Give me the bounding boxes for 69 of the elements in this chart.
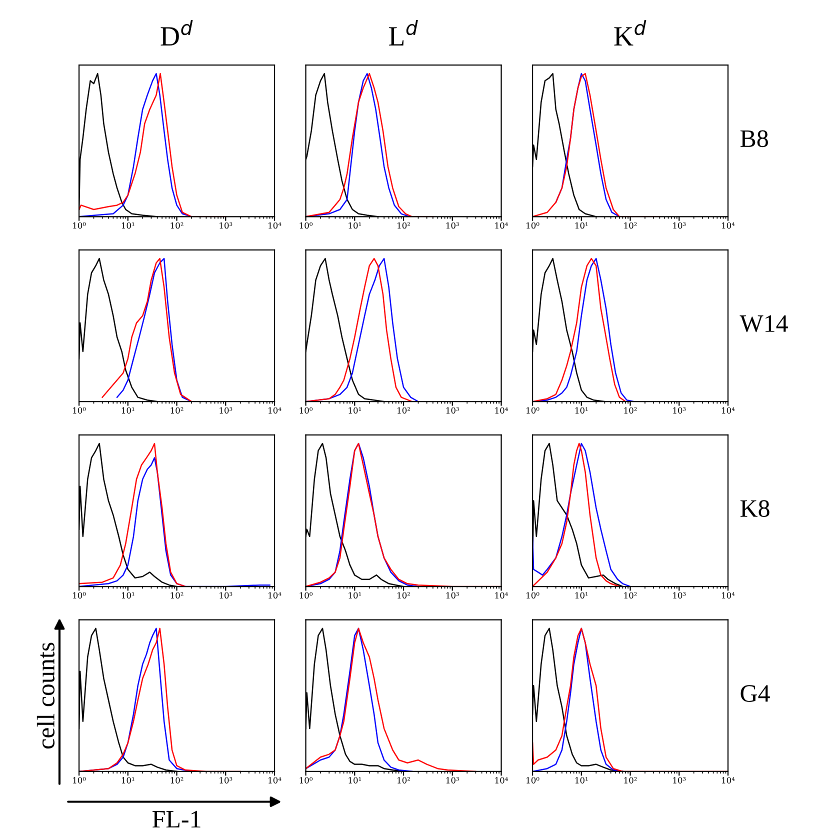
x-tick-label: 10¹: [348, 222, 361, 229]
x-tick-label: 10⁰: [300, 407, 313, 414]
x-tick-label: 10⁰: [73, 777, 86, 784]
x-tick-label: 10²: [170, 592, 184, 599]
x-tick-label: 10⁰: [300, 222, 313, 229]
y2-axis-title: W14: [740, 315, 788, 332]
x-tick-label: 10¹: [575, 777, 588, 784]
x-tick-label: 10³: [446, 407, 459, 414]
x-tick-label: 10²: [170, 222, 184, 229]
x-tick-label: 10¹: [122, 407, 134, 414]
x-tick-label: 10²: [398, 222, 410, 229]
y2-axis-title: B8: [740, 130, 768, 148]
chart-title: D$^{d}$: [160, 20, 193, 46]
x-tick-label: 10³: [220, 407, 232, 414]
x-tick-label: 10¹: [122, 777, 134, 784]
x-tick-label: 10¹: [575, 592, 588, 599]
x-tick-label: 10²: [398, 777, 410, 784]
x-tick-label: 10³: [673, 407, 686, 414]
x-tick-label: 10¹: [575, 222, 588, 229]
x-tick-label: 10⁴: [495, 777, 508, 784]
x-tick-label: 10⁴: [268, 777, 282, 784]
x-tick-label: 10⁴: [722, 592, 735, 599]
x-tick-label: 10²: [170, 407, 184, 414]
x-tick-label: 10²: [398, 592, 410, 599]
x-tick-label: 10⁴: [495, 222, 508, 229]
x-axis-title: FL-1: [152, 810, 200, 828]
x-tick-label: 10⁰: [526, 407, 540, 414]
x-tick-label: 10⁰: [73, 407, 86, 414]
x-tick-label: 10²: [624, 407, 637, 414]
x-tick-label: 10¹: [122, 592, 134, 599]
x-tick-label: 10²: [624, 222, 637, 229]
y2-axis-title: K8: [740, 500, 770, 517]
x-tick-label: 10³: [446, 222, 459, 229]
x-tick-label: 10⁴: [722, 777, 735, 784]
chart-title: L$^{d}$: [389, 20, 418, 46]
x-tick-label: 10³: [446, 592, 459, 599]
x-tick-label: 10⁴: [268, 407, 282, 414]
x-tick-label: 10⁰: [300, 592, 313, 599]
x-tick-label: 10⁰: [526, 777, 540, 784]
x-tick-label: 10³: [673, 592, 686, 599]
x-tick-label: 10⁰: [300, 777, 313, 784]
x-tick-label: 10¹: [348, 777, 361, 784]
x-tick-label: 10²: [624, 777, 637, 784]
x-tick-label: 10¹: [575, 407, 588, 414]
x-tick-label: 10⁰: [526, 222, 540, 229]
x-tick-label: 10³: [673, 777, 686, 784]
x-tick-label: 10²: [170, 777, 184, 784]
x-tick-label: 10³: [220, 222, 232, 229]
x-tick-label: 10⁰: [73, 592, 86, 599]
x-tick-label: 10³: [220, 777, 232, 784]
x-tick-label: 10¹: [122, 222, 134, 229]
x-tick-label: 10³: [220, 592, 232, 599]
x-tick-label: 10²: [398, 407, 410, 414]
x-tick-label: 10⁴: [722, 407, 735, 414]
x-tick-label: 10⁴: [495, 407, 508, 414]
x-tick-label: 10⁴: [268, 222, 282, 229]
y-axis-title: cell counts: [36, 642, 55, 749]
x-tick-label: 10⁴: [268, 592, 282, 599]
x-tick-label: 10¹: [348, 407, 361, 414]
x-tick-label: 10⁴: [495, 592, 508, 599]
x-tick-label: 10⁰: [526, 592, 540, 599]
x-tick-label: 10⁰: [73, 222, 86, 229]
x-tick-label: 10¹: [348, 592, 361, 599]
chart-title: K$^{d}$: [614, 20, 646, 46]
x-tick-label: 10³: [673, 222, 686, 229]
x-tick-label: 10²: [624, 592, 637, 599]
x-tick-label: 10⁴: [722, 222, 735, 229]
y2-axis-title: G4: [740, 685, 770, 702]
x-tick-label: 10³: [446, 777, 459, 784]
